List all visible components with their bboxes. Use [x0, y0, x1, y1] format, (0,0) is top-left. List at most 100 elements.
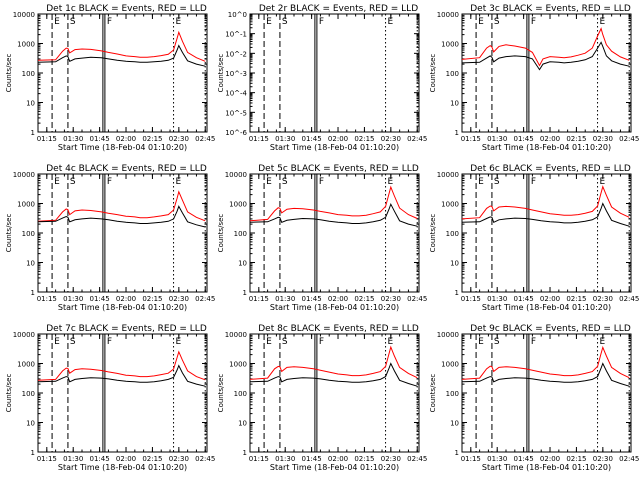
y-tick-label: 10 [26, 420, 35, 428]
plot-frame [461, 173, 632, 293]
x-tick-label: 01:15 [37, 455, 57, 463]
series-line [461, 362, 630, 387]
series-line [461, 27, 630, 67]
x-tick-label: 01:30 [275, 295, 295, 303]
series-line [249, 185, 418, 222]
x-tick-label: 02:30 [169, 455, 189, 463]
y-tick-label: 1000 [17, 201, 35, 209]
chart-panel: Det 5c BLACK = Events, RED = LLD 1 10 100 10… [217, 164, 427, 312]
x-tick-label: 01:45 [90, 455, 110, 463]
series-line [461, 345, 630, 380]
y-tick-label: 10^0 [228, 11, 247, 19]
y-tick-label: 100 [234, 230, 247, 238]
x-tick-label: 01:15 [249, 295, 269, 303]
x-tick-label: 02:00 [540, 295, 560, 303]
y-tick-label: 1 [31, 449, 35, 457]
marker-label: S [70, 177, 76, 187]
marker-label: F [107, 177, 112, 187]
x-tick-label: 02:15 [354, 295, 374, 303]
chart-panel: Det 8c BLACK = Events, RED = LLD 1 10 100 10… [217, 324, 427, 472]
series-line [249, 345, 418, 380]
y-axis-label: Counts/sec [217, 374, 225, 413]
y-tick-label: 10000 [225, 331, 247, 339]
chart-title: Det 7c BLACK = Events, RED = LLD [46, 324, 207, 334]
x-axis-label: Start Time (18-Feb-04 01:10:20) [482, 303, 611, 312]
x-tick-label: 01:45 [302, 455, 322, 463]
y-tick-label: 10^-5 [225, 109, 247, 117]
y-tick-label: 10000 [437, 11, 459, 19]
marker-label: E [478, 17, 484, 27]
x-tick-label: 02:15 [566, 135, 586, 143]
x-tick-label: 02:00 [116, 135, 136, 143]
y-tick-label: 100 [234, 390, 247, 398]
series-line [249, 362, 418, 387]
x-tick-label: 01:45 [90, 295, 110, 303]
x-axis-label: Start Time (18-Feb-04 01:10:20) [58, 303, 187, 312]
y-tick-label: 10 [26, 260, 35, 268]
y-tick-label: 10000 [437, 171, 459, 179]
y-tick-label: 1000 [17, 361, 35, 369]
marker-label: F [531, 337, 536, 347]
x-tick-label: 02:45 [195, 455, 215, 463]
marker-label: S [494, 177, 500, 187]
y-axis-label: Counts/sec [5, 214, 13, 253]
marker-label: E [388, 17, 394, 27]
x-tick-label: 02:45 [407, 135, 427, 143]
y-axis-label: Counts/sec [217, 54, 225, 93]
series-line [461, 41, 630, 71]
y-tick-label: 1000 [17, 41, 35, 49]
y-tick-label: 1000 [229, 201, 247, 209]
y-tick-label: 10^-6 [225, 129, 247, 137]
marker-label: E [176, 337, 182, 347]
marker-label: E [478, 177, 484, 187]
marker-label: E [600, 337, 606, 347]
marker-label: F [319, 177, 324, 187]
x-tick-label: 02:30 [593, 295, 613, 303]
series-line [37, 190, 206, 222]
x-tick-label: 01:30 [275, 135, 295, 143]
x-axis-label: Start Time (18-Feb-04 01:10:20) [270, 303, 399, 312]
series-line [461, 202, 630, 227]
x-tick-label: 02:30 [381, 135, 401, 143]
y-tick-label: 1 [243, 289, 247, 297]
x-axis-label: Start Time (18-Feb-04 01:10:20) [270, 143, 399, 152]
y-axis-label: Counts/sec [5, 54, 13, 93]
x-axis-label: Start Time (18-Feb-04 01:10:20) [482, 143, 611, 152]
x-tick-label: 01:45 [514, 135, 534, 143]
y-tick-label: 10 [238, 420, 247, 428]
x-tick-label: 02:45 [407, 455, 427, 463]
plot-frame [37, 173, 208, 293]
x-tick-label: 02:45 [619, 135, 639, 143]
y-tick-label: 10 [450, 100, 459, 108]
y-tick-label: 10 [450, 260, 459, 268]
marker-label: F [107, 337, 112, 347]
x-tick-label: 01:15 [249, 135, 269, 143]
marker-label: F [319, 17, 324, 27]
series-line [37, 44, 206, 67]
chart-panel: Det 2r BLACK = Events, RED = LLD 10^-6 10^… [217, 4, 427, 152]
chart-panel: Det 7c BLACK = Events, RED = LLD 1 10 100 10… [5, 324, 215, 472]
x-tick-label: 01:30 [487, 295, 507, 303]
y-tick-label: 1000 [441, 201, 459, 209]
y-tick-label: 10000 [13, 171, 35, 179]
marker-label: E [54, 17, 60, 27]
x-tick-label: 02:30 [169, 135, 189, 143]
x-tick-label: 02:00 [328, 295, 348, 303]
y-tick-label: 10^-2 [225, 50, 247, 58]
x-tick-label: 02:30 [593, 135, 613, 143]
y-axis-label: Counts/sec [429, 214, 437, 253]
chart-title: Det 3c BLACK = Events, RED = LLD [470, 4, 631, 14]
y-tick-label: 1 [455, 449, 459, 457]
x-tick-label: 02:15 [142, 135, 162, 143]
chart-title: Det 9c BLACK = Events, RED = LLD [470, 324, 631, 334]
marker-label: S [494, 337, 500, 347]
series-line [37, 350, 206, 381]
marker-label: S [282, 337, 288, 347]
y-tick-label: 1 [31, 289, 35, 297]
marker-label: E [54, 177, 60, 187]
x-tick-label: 02:30 [381, 295, 401, 303]
chart-title: Det 8c BLACK = Events, RED = LLD [258, 324, 419, 334]
chart-title: Det 5c BLACK = Events, RED = LLD [258, 164, 419, 174]
marker-label: E [600, 17, 606, 27]
marker-label: F [531, 17, 536, 27]
